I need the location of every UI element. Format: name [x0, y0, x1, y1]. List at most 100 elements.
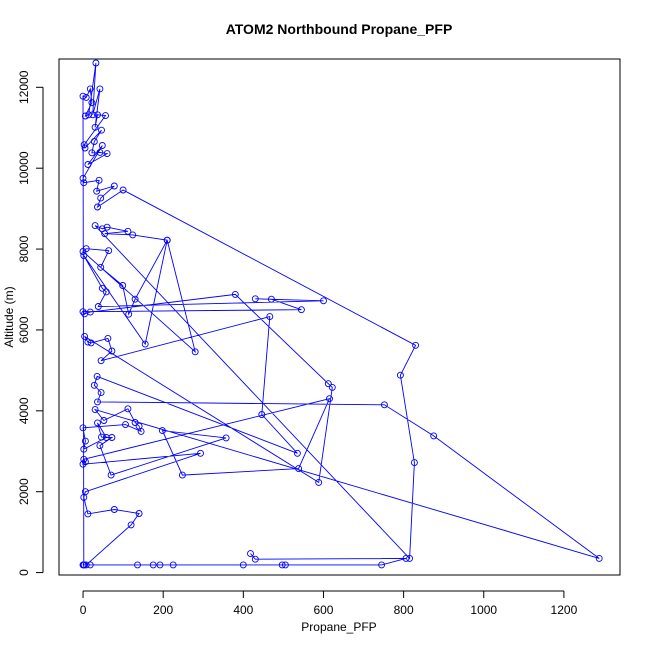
y-tick-label: 6000 [17, 316, 31, 343]
data-point [156, 561, 164, 569]
data-point [79, 424, 87, 432]
data-point [110, 182, 118, 190]
data-point [81, 332, 89, 340]
data-point [90, 138, 98, 145]
data-point [102, 288, 110, 296]
data-point [251, 295, 259, 303]
data-point [96, 85, 104, 93]
data-point [178, 471, 186, 479]
data-point [251, 555, 259, 563]
data-point [281, 561, 289, 569]
data-point [396, 371, 404, 379]
data-point [278, 561, 286, 569]
data-point [101, 230, 109, 238]
x-tick-label: 200 [153, 603, 173, 617]
data-point [402, 554, 410, 562]
data-point [80, 561, 88, 569]
data-point [80, 493, 88, 501]
data-point [98, 126, 105, 134]
data-point [95, 176, 103, 184]
data-point [266, 313, 274, 321]
data-point [86, 308, 94, 316]
data-point [324, 380, 332, 388]
x-axis-label: Propane_PFP [301, 620, 376, 634]
data-point [124, 405, 132, 413]
data-point [141, 340, 149, 348]
data-point [93, 372, 101, 380]
data-point [91, 123, 99, 131]
data-point [247, 550, 254, 558]
data-point [98, 284, 106, 292]
x-tick-label: 400 [233, 603, 253, 617]
data-point [295, 465, 303, 473]
data-point [103, 223, 111, 231]
data-point [98, 142, 106, 149]
x-tick-label: 1200 [551, 603, 578, 617]
data-point [328, 383, 336, 391]
data-point [134, 561, 141, 569]
data-point [91, 222, 99, 230]
data-point [410, 459, 418, 467]
data-point [231, 290, 239, 298]
data-point [97, 389, 105, 397]
data-point [94, 419, 101, 427]
data-point [191, 348, 199, 356]
data-point [326, 395, 333, 403]
data-point [119, 282, 127, 289]
series-line [81, 62, 600, 566]
plot-frame [58, 58, 621, 576]
data-point [94, 203, 101, 211]
data-point [88, 99, 96, 107]
data-point [595, 554, 603, 562]
data-point [96, 148, 104, 156]
data-point [197, 449, 204, 457]
y-tick-label: 2000 [17, 478, 31, 505]
data-point [378, 561, 386, 569]
data-point [81, 437, 89, 445]
data-point [297, 306, 305, 314]
data-point [122, 421, 129, 429]
data-point [430, 432, 438, 440]
data-point [412, 341, 420, 349]
data-point [81, 112, 89, 120]
data-point [80, 179, 88, 187]
data-point [84, 338, 92, 346]
data-point [293, 449, 301, 457]
x-tick-label: 600 [313, 603, 333, 617]
data-point [84, 510, 92, 518]
data-point [94, 398, 101, 406]
data-point [87, 339, 95, 347]
data-point [149, 561, 157, 569]
data-point [81, 458, 89, 466]
data-point [129, 231, 137, 239]
data-point [102, 112, 109, 120]
data-point [108, 347, 116, 355]
data-point [125, 310, 133, 318]
x-axis: 0 200 400 600 800 1000 1200 [80, 590, 578, 617]
data-point [93, 187, 101, 195]
y-axis-label: Altitude (m) [2, 286, 16, 347]
data-point [89, 111, 97, 119]
data-point [108, 434, 116, 441]
data-point [163, 236, 171, 244]
data-point [97, 357, 105, 365]
data-point [85, 111, 93, 119]
data-point [80, 141, 88, 149]
data-point [94, 303, 102, 310]
x-tick-label: 0 [80, 603, 87, 617]
data-point [92, 59, 100, 67]
data-point [406, 554, 414, 562]
data-point [82, 561, 90, 569]
data-point [222, 434, 230, 442]
data-point [84, 161, 92, 168]
data-point [98, 433, 105, 441]
y-axis: 0 2000 4000 6000 8000 10000 12000 [17, 70, 44, 576]
data-point [119, 186, 127, 194]
data-point [94, 111, 101, 119]
data-point [105, 247, 113, 255]
data-point [82, 93, 90, 101]
y-tick-label: 0 [17, 569, 31, 576]
data-point [158, 427, 166, 435]
data-point [380, 401, 388, 409]
data-point [80, 252, 88, 259]
